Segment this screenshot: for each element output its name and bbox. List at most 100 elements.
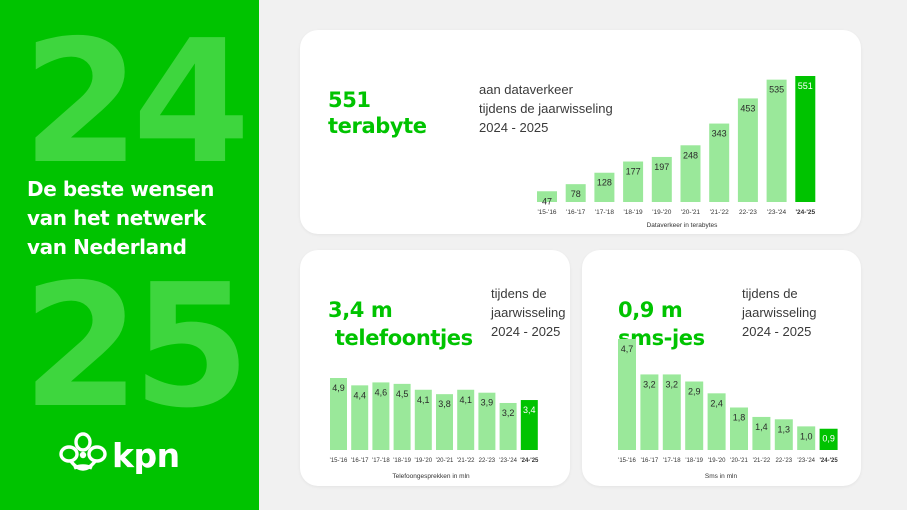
- bar-value-label: 343: [712, 129, 727, 139]
- bar-value-label: 4,6: [375, 387, 388, 397]
- bar: [640, 374, 659, 450]
- bar-value-label: 2,9: [688, 387, 701, 397]
- bar: [618, 339, 636, 450]
- phone-calls-description: tijdens de jaarwisseling 2024 - 2025: [491, 284, 565, 341]
- x-tick-label: '19-'20: [652, 209, 671, 216]
- bar: [414, 389, 432, 450]
- bar-value-label: 197: [654, 162, 669, 172]
- stat-line: terabyte: [328, 114, 427, 138]
- x-tick-label: 22-'23: [739, 209, 757, 216]
- bar-value-label: 4,5: [396, 389, 409, 399]
- bar: [499, 402, 517, 450]
- year-digits-top: 24: [22, 4, 251, 202]
- bar: [766, 79, 787, 202]
- x-tick-label: '23-'24: [499, 458, 517, 464]
- bar: [819, 428, 838, 450]
- bar: [594, 172, 615, 202]
- x-tick-label: '16-'17: [566, 209, 585, 216]
- x-tick-label: '20-'21: [436, 458, 454, 464]
- headline-line: De beste wensen: [27, 177, 214, 201]
- bar: [478, 392, 496, 450]
- x-tick-label: '17-'18: [595, 209, 614, 216]
- x-tick-label: '18-'19: [624, 209, 643, 216]
- bar-value-label: 248: [683, 150, 698, 160]
- bar-value-label: 3,2: [502, 408, 515, 418]
- crown-icon: [59, 432, 107, 471]
- bar-value-label: 3,2: [666, 379, 679, 389]
- bar-value-label: 4,4: [353, 390, 366, 400]
- bar: [623, 161, 644, 202]
- phone-calls-chart: 4,9 '15-'16 4,4 '16-'17 4,6 '17-'18 4,5 '18-'19…: [330, 378, 539, 480]
- headline-line: van het netwerk: [27, 206, 206, 230]
- bar: [752, 416, 771, 450]
- x-tick-label: '21-'22: [753, 458, 771, 464]
- bar: [662, 374, 681, 450]
- bar-value-label: 453: [740, 103, 755, 113]
- bar-value-label: 0,9: [822, 434, 835, 444]
- x-tick-label: '21-'22: [457, 458, 475, 464]
- bar-value-label: 4,9: [332, 383, 345, 393]
- x-tick-label: '20-'21: [681, 209, 700, 216]
- x-tick-label: '18-'19: [685, 458, 703, 464]
- logo-text: kpn: [112, 435, 180, 475]
- bar-value-label: 4,7: [621, 344, 634, 354]
- desc-line: aan dataverkeer: [479, 82, 573, 97]
- desc-line: 2024 - 2025: [491, 324, 561, 339]
- sms-description: tijdens de jaarwisseling 2024 - 2025: [742, 284, 816, 341]
- bar: [565, 184, 586, 202]
- bar: [685, 381, 704, 450]
- stat-line: 551: [328, 88, 371, 112]
- stat-line: 0,9 m: [618, 298, 683, 322]
- headline: De beste wensen van het netwerk van Nede…: [27, 175, 257, 262]
- x-tick-label: '17-'18: [372, 458, 390, 464]
- stat-line: telefoontjes: [328, 326, 473, 350]
- x-axis-label: Dataverkeer in terabytes: [647, 222, 719, 229]
- bar: [709, 123, 730, 202]
- kpn-logo: kpn: [58, 430, 180, 480]
- bar: [372, 382, 390, 450]
- x-tick-label: '24-'25: [795, 209, 815, 216]
- bar: [795, 76, 816, 202]
- data-traffic-stat: 551 terabyte: [328, 87, 427, 139]
- x-tick-label: '24-'25: [819, 458, 838, 464]
- bar-value-label: 128: [597, 178, 612, 188]
- bar: [393, 383, 411, 450]
- sms-stat: 0,9 m sms-jes: [618, 296, 705, 352]
- year-digits-bottom: 25: [22, 248, 251, 446]
- x-tick-label: '17-'18: [663, 458, 681, 464]
- bar-value-label: 1,0: [800, 431, 813, 441]
- x-tick-label: '16-'17: [641, 458, 659, 464]
- bar: [457, 389, 475, 450]
- bar-value-label: 1,4: [755, 422, 768, 432]
- bar: [351, 385, 369, 450]
- bar: [520, 400, 538, 450]
- data-traffic-card: 551 terabyte aan dataverkeer tijdens de …: [300, 30, 861, 234]
- data-traffic-chart: 47 '15-'16 78 '16-'17 128 '17-'18 177 '18-'19 19…: [537, 76, 816, 229]
- bar: [651, 156, 672, 202]
- desc-line: 2024 - 2025: [742, 324, 812, 339]
- bar-value-label: 4,1: [459, 395, 472, 405]
- bar: [436, 394, 453, 450]
- brand-panel: 24 25 De beste wensen van het netwerk va…: [0, 0, 259, 510]
- x-tick-label: '21-'22: [710, 209, 729, 216]
- bar: [797, 426, 816, 450]
- bar-value-label: 2,4: [710, 398, 723, 408]
- desc-line: jaarwisseling: [742, 305, 817, 320]
- bar-value-label: 551: [798, 81, 813, 91]
- bar-value-label: 3,9: [481, 398, 494, 408]
- desc-line: tijdens de: [742, 286, 798, 301]
- x-tick-label: '19-'20: [414, 458, 432, 464]
- bar-value-label: 4,1: [417, 395, 430, 405]
- bar-value-label: 177: [626, 167, 641, 177]
- x-tick-label: '15-'16: [537, 209, 556, 216]
- sms-chart: 4,7 '15-'16 3,2 '16-'17 3,2 '17-'18 2,9 '18-'19…: [618, 339, 838, 480]
- x-tick-label: '18-'19: [393, 458, 411, 464]
- phone-calls-stat: 3,4 m telefoontjes: [328, 296, 473, 352]
- x-tick-label: '20-'21: [730, 458, 748, 464]
- phone-calls-card: 3,4 m telefoontjes tijdens de jaarwissel…: [300, 250, 570, 486]
- x-tick-label: '19-'20: [708, 458, 726, 464]
- data-traffic-description: aan dataverkeer tijdens de jaarwisseling…: [479, 80, 613, 137]
- bar-value-label: 78: [571, 189, 581, 199]
- x-tick-label: '24-'25: [520, 458, 539, 464]
- bar-value-label: 1,3: [778, 424, 791, 434]
